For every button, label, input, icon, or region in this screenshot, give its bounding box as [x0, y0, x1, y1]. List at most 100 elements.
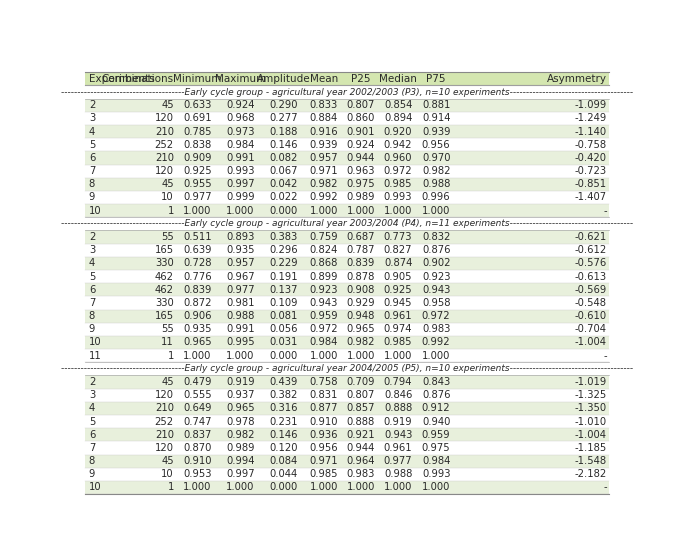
Text: 0.975: 0.975	[422, 443, 450, 453]
Text: 0.042: 0.042	[269, 179, 298, 190]
Text: 0.953: 0.953	[183, 470, 212, 479]
Text: 0.909: 0.909	[183, 153, 212, 163]
Text: 0.982: 0.982	[347, 338, 375, 348]
Text: 462: 462	[155, 272, 174, 282]
Text: 0.022: 0.022	[269, 192, 298, 202]
Text: -0.613: -0.613	[575, 272, 607, 282]
Text: 165: 165	[155, 245, 174, 255]
Text: 0.759: 0.759	[309, 232, 338, 242]
Text: 0.857: 0.857	[347, 404, 375, 414]
Text: 0.728: 0.728	[183, 258, 212, 268]
Text: 7: 7	[89, 298, 95, 308]
Text: 0.649: 0.649	[183, 404, 212, 414]
Text: 1.000: 1.000	[422, 482, 450, 492]
Text: 1.000: 1.000	[384, 350, 412, 361]
Text: 0.920: 0.920	[384, 126, 412, 136]
Bar	[85, 481, 609, 494]
Text: -0.704: -0.704	[575, 324, 607, 334]
Text: -1.325: -1.325	[574, 390, 607, 400]
Text: 0.997: 0.997	[226, 470, 255, 479]
Text: 0.838: 0.838	[183, 140, 211, 150]
Text: 0.906: 0.906	[183, 311, 212, 321]
Text: 3: 3	[89, 113, 95, 124]
Text: 0.776: 0.776	[183, 272, 212, 282]
Bar	[85, 376, 609, 389]
Text: -0.758: -0.758	[575, 140, 607, 150]
Text: 120: 120	[155, 166, 174, 176]
Text: 0.983: 0.983	[347, 470, 375, 479]
Text: Asymmetry: Asymmetry	[546, 74, 607, 84]
Bar	[85, 112, 609, 125]
Text: 0.984: 0.984	[422, 456, 450, 466]
Text: 0.902: 0.902	[422, 258, 450, 268]
Text: 45: 45	[161, 456, 174, 466]
Bar	[85, 442, 609, 454]
Text: 0.985: 0.985	[309, 470, 338, 479]
Text: 0.877: 0.877	[309, 404, 338, 414]
Text: 1.000: 1.000	[226, 206, 255, 216]
Text: 0.691: 0.691	[183, 113, 212, 124]
Text: 0.807: 0.807	[347, 390, 375, 400]
Text: 462: 462	[155, 285, 174, 295]
Bar	[85, 428, 609, 442]
Text: 45: 45	[161, 100, 174, 110]
Text: 0.316: 0.316	[269, 404, 298, 414]
Text: 8: 8	[89, 456, 95, 466]
Text: 1.000: 1.000	[309, 350, 338, 361]
Text: -1.099: -1.099	[574, 100, 607, 110]
Text: 0.935: 0.935	[226, 245, 255, 255]
Text: 0.943: 0.943	[384, 430, 412, 440]
Text: --------------------------------------Early cycle group - agricultural year 2003: --------------------------------------Ea…	[61, 219, 633, 228]
Text: 0.839: 0.839	[183, 285, 212, 295]
Bar	[85, 191, 609, 204]
Text: 0.972: 0.972	[422, 311, 450, 321]
Text: 0.985: 0.985	[384, 338, 412, 348]
Text: 1: 1	[167, 206, 174, 216]
Text: 0.924: 0.924	[347, 140, 375, 150]
Bar	[85, 72, 609, 86]
Text: -1.350: -1.350	[575, 404, 607, 414]
Text: 0.935: 0.935	[183, 324, 212, 334]
Text: 120: 120	[155, 443, 174, 453]
Bar	[85, 98, 609, 112]
Bar	[85, 362, 609, 376]
Text: 0.929: 0.929	[347, 298, 375, 308]
Text: 4: 4	[89, 126, 95, 136]
Text: -0.621: -0.621	[574, 232, 607, 242]
Text: 9: 9	[89, 470, 95, 479]
Text: P75: P75	[427, 74, 446, 84]
Text: 0.687: 0.687	[347, 232, 375, 242]
Text: 0.231: 0.231	[269, 416, 298, 427]
Text: 0.925: 0.925	[183, 166, 212, 176]
Text: 6: 6	[89, 430, 95, 440]
Text: 252: 252	[155, 416, 174, 427]
Text: 0.191: 0.191	[269, 272, 298, 282]
Text: 0.837: 0.837	[183, 430, 212, 440]
Text: Minimum: Minimum	[173, 74, 221, 84]
Text: Mean: Mean	[310, 74, 338, 84]
Text: 6: 6	[89, 285, 95, 295]
Text: Experiments: Experiments	[89, 74, 154, 84]
Text: 0.972: 0.972	[384, 166, 412, 176]
Text: 1.000: 1.000	[309, 482, 338, 492]
Text: 0.961: 0.961	[384, 443, 412, 453]
Text: 0.901: 0.901	[347, 126, 375, 136]
Text: 0.943: 0.943	[309, 298, 338, 308]
Text: 4: 4	[89, 404, 95, 414]
Text: 0.923: 0.923	[309, 285, 338, 295]
Text: 0.910: 0.910	[183, 456, 212, 466]
Text: 10: 10	[161, 470, 174, 479]
Text: 0.989: 0.989	[226, 443, 255, 453]
Bar	[85, 230, 609, 244]
Text: 0.296: 0.296	[269, 245, 298, 255]
Text: -0.576: -0.576	[574, 258, 607, 268]
Text: 0.988: 0.988	[422, 179, 450, 190]
Text: 5: 5	[89, 416, 95, 427]
Bar	[85, 283, 609, 296]
Text: 0.870: 0.870	[183, 443, 212, 453]
Text: -1.004: -1.004	[575, 338, 607, 348]
Text: 0.843: 0.843	[422, 377, 450, 387]
Text: 5: 5	[89, 140, 95, 150]
Text: 6: 6	[89, 153, 95, 163]
Text: 0.787: 0.787	[347, 245, 375, 255]
